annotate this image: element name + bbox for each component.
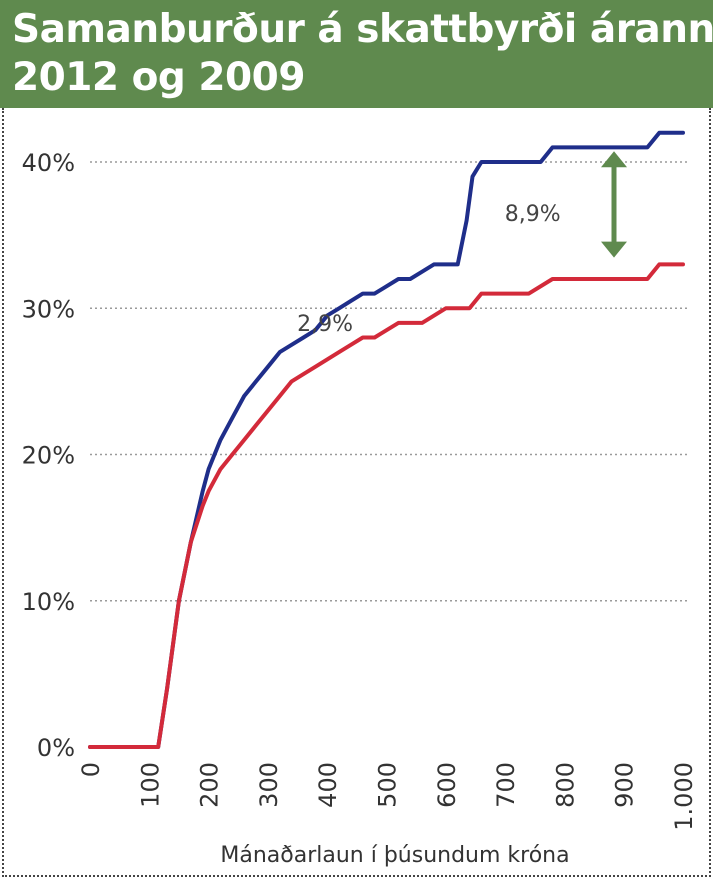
x-tick-labels: 0 100 200 300 400 500 600 700 800 900 1.000 <box>77 762 698 831</box>
x-tick-label: 600 <box>433 762 461 808</box>
x-tick-label: 700 <box>492 762 520 808</box>
y-tick-label: 20% <box>22 442 75 470</box>
annotation-label: 2,9% <box>297 312 353 337</box>
chart-title-line-2: 2012 og 2009 <box>12 55 305 100</box>
x-tick-label: 400 <box>314 762 342 808</box>
x-tick-label: 200 <box>196 762 224 808</box>
annotations: 2,9% 8,9% <box>297 151 627 337</box>
chart-title-line-1: Samanburður á skattbyrði áranna <box>12 7 713 52</box>
chart-frame <box>2 108 711 877</box>
x-tick-label: 500 <box>374 762 402 808</box>
x-tick-label: 900 <box>611 762 639 808</box>
x-tick-label: 1.000 <box>670 762 698 831</box>
gridlines <box>90 161 690 602</box>
series-line-red <box>88 262 685 749</box>
x-tick-label: 100 <box>136 762 164 808</box>
y-tick-label: 30% <box>22 295 75 323</box>
x-tick-label: 800 <box>551 762 579 808</box>
y-tick-label: 10% <box>22 588 75 616</box>
series-line-blue <box>88 130 685 749</box>
chart-title-bar: Samanburður á skattbyrði áranna 2012 og … <box>0 0 713 108</box>
x-tick-label: 0 <box>77 762 105 777</box>
annotation-label: 8,9% <box>505 202 561 227</box>
gap-arrow-head-up <box>601 151 627 168</box>
x-axis-title: Mánaðarlaun í þúsundum króna <box>220 843 569 868</box>
x-tick-label: 300 <box>255 762 283 808</box>
gap-arrow-head-down <box>601 241 627 258</box>
y-tick-labels: 0% 10% 20% 30% 40% <box>22 149 75 762</box>
series-lines <box>88 130 685 749</box>
y-tick-label: 40% <box>22 149 75 177</box>
y-tick-label: 0% <box>37 734 75 762</box>
